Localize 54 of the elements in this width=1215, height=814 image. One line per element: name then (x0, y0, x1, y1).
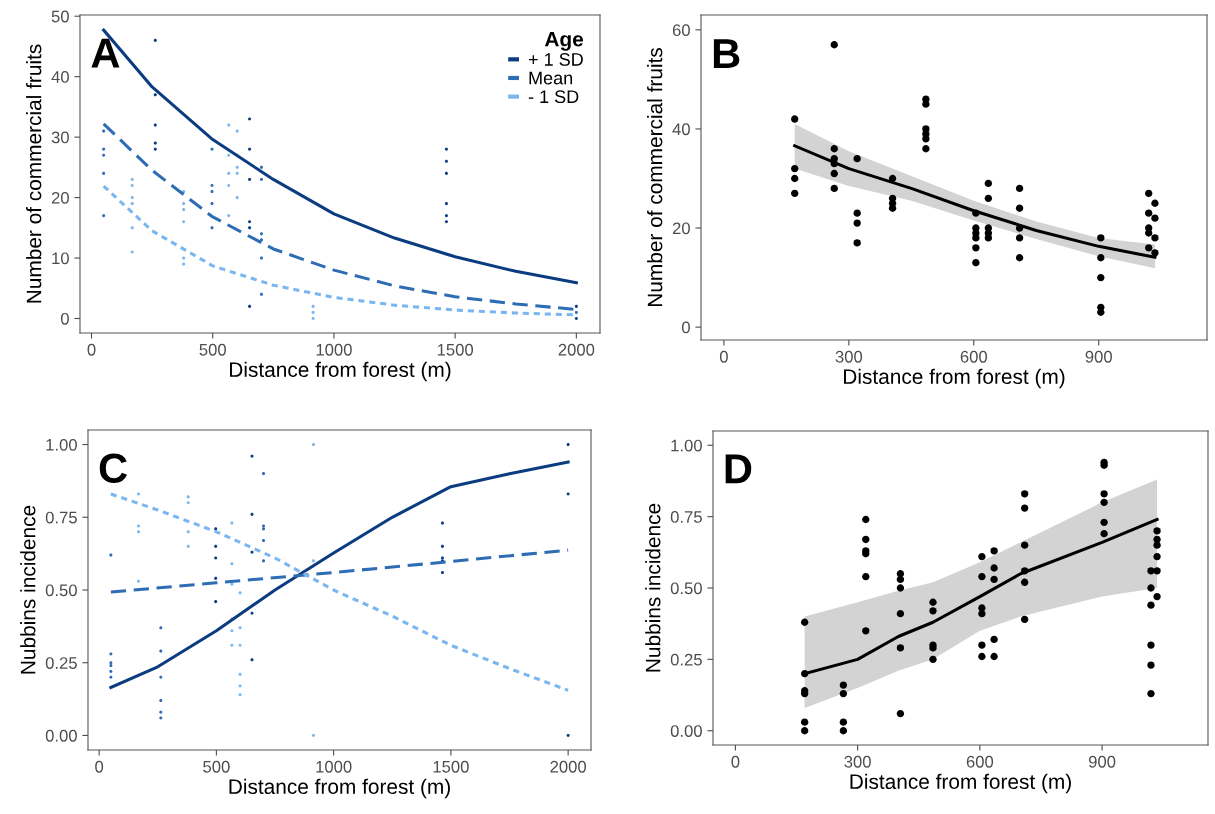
x-tick-label: 900 (1088, 755, 1116, 768)
x-tick-label: 1500 (437, 343, 474, 356)
y-tick-label: 0.50 (45, 584, 77, 597)
legend-label: Mean (529, 71, 573, 85)
x-tick-label: 1500 (433, 760, 469, 773)
x-axis-title: Distance from forest (m) (844, 368, 1065, 389)
y-axis-title: Nubbins incidence (20, 505, 36, 674)
legend-label: - 1 SD (528, 90, 579, 104)
chart-title: D (725, 454, 752, 484)
chart-title: C (99, 453, 128, 484)
y-tick-label: 1.00 (46, 438, 77, 451)
y-tick-label: 40 (51, 71, 69, 83)
x-tick-label: 300 (844, 755, 871, 768)
y-tick-label: 0.00 (670, 725, 702, 737)
y-axis-title: Number of commercial fruits (647, 48, 663, 307)
x-tick-label: 500 (203, 760, 230, 773)
y-tick-label: 0.50 (670, 582, 702, 595)
chart-title: A (91, 38, 120, 68)
y-tick-label: 0.25 (670, 653, 702, 666)
x-tick-label: 0 (719, 350, 728, 363)
y-tick-label: 20 (672, 222, 690, 235)
x-tick-label: 0 (87, 343, 96, 356)
x-tick-label: 2000 (550, 760, 587, 773)
x-tick-label: 0 (95, 760, 104, 773)
y-tick-label: 0.25 (45, 657, 77, 669)
legend-title: Age (544, 32, 584, 51)
x-tick-label: 2000 (558, 343, 595, 356)
x-tick-label: 0 (731, 755, 740, 768)
y-tick-label: 0 (60, 312, 69, 325)
x-tick-label: 900 (1085, 350, 1112, 363)
x-tick-label: 1000 (316, 343, 352, 356)
y-tick-label: 50 (51, 10, 69, 23)
x-axis-title: Distance from forest (m) (230, 361, 451, 382)
y-axis-title: Number of commercial fruits (26, 44, 42, 303)
y-tick-label: 0 (681, 321, 690, 334)
x-tick-label: 600 (966, 755, 994, 768)
y-tick-label: 60 (672, 24, 690, 37)
y-tick-label: 1.00 (671, 439, 702, 452)
y-tick-label: 0.75 (45, 511, 77, 524)
legend-label: + 1 SD (528, 53, 583, 66)
x-tick-label: 500 (199, 343, 226, 356)
x-tick-label: 1000 (316, 760, 352, 773)
y-tick-label: 10 (52, 252, 69, 265)
x-axis-title: Distance from forest (m) (229, 778, 450, 799)
y-tick-label: 30 (51, 131, 69, 144)
x-tick-label: 300 (835, 350, 863, 363)
x-tick-label: 600 (960, 350, 988, 363)
y-tick-label: 40 (672, 123, 690, 136)
y-axis-title: Nubbins incidence (645, 503, 661, 672)
y-tick-label: 0.75 (670, 511, 702, 523)
x-axis-title: Distance from forest (m) (850, 773, 1071, 794)
y-tick-label: 0.00 (45, 729, 77, 742)
chart-title: B (713, 39, 740, 68)
y-tick-label: 20 (51, 191, 69, 204)
